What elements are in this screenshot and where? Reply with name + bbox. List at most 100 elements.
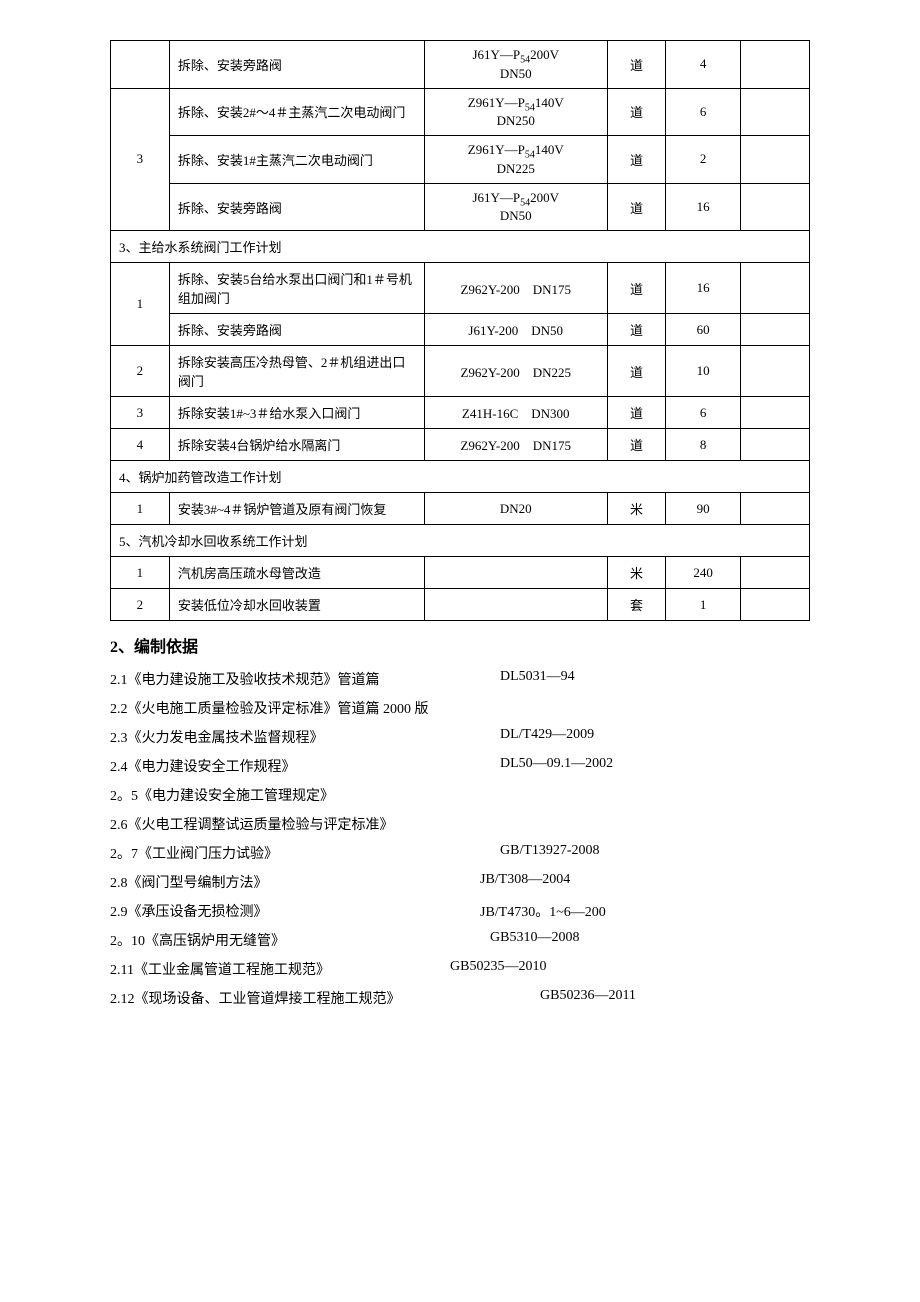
row-unit: 道 (607, 429, 666, 461)
row-qty: 6 (666, 397, 740, 429)
reference-label: 2.2《火电施工质量检验及评定标准》管道篇 2000 版 (110, 698, 500, 718)
row-desc: 安装低位冷却水回收装置 (169, 589, 424, 621)
row-index: 1 (111, 263, 170, 346)
reference-label: 2。5《电力建设安全施工管理规定》 (110, 785, 500, 805)
row-desc: 拆除、安装旁路阀 (169, 183, 424, 231)
row-unit: 套 (607, 589, 666, 621)
reference-label: 2.9《承压设备无损检测》 (110, 901, 480, 921)
reference-code: GB/T13927-2008 (500, 843, 600, 863)
row-desc: 拆除安装高压冷热母管、2＃机组进出口阀门 (169, 346, 424, 397)
row-note (740, 557, 809, 589)
row-spec: Z961Y—P54140VDN250 (424, 88, 607, 136)
row-desc: 安装3#~4＃锅炉管道及原有阀门恢复 (169, 493, 424, 525)
reference-line: 2.4《电力建设安全工作规程》DL50—09.1—2002 (110, 756, 810, 776)
row-desc: 拆除、安装1#主蒸汽二次电动阀门 (169, 136, 424, 184)
row-qty: 90 (666, 493, 740, 525)
row-unit: 道 (607, 397, 666, 429)
row-note (740, 346, 809, 397)
reference-code: GB50236—2011 (540, 988, 636, 1008)
table-row: 拆除、安装旁路阀 J61Y-200 DN50 道 60 (111, 314, 810, 346)
table-row: 4 拆除安装4台锅炉给水隔离门 Z962Y-200 DN175 道 8 (111, 429, 810, 461)
row-qty: 8 (666, 429, 740, 461)
row-unit: 道 (607, 136, 666, 184)
row-unit: 米 (607, 557, 666, 589)
row-index: 1 (111, 557, 170, 589)
reference-label: 2.6《火电工程调整试运质量检验与评定标准》 (110, 814, 500, 834)
reference-code: JB/T308—2004 (480, 872, 570, 892)
row-note (740, 41, 809, 89)
row-index: 4 (111, 429, 170, 461)
reference-label: 2。7《工业阀门压力试验》 (110, 843, 500, 863)
reference-line: 2.9《承压设备无损检测》JB/T4730。1~6—200 (110, 901, 810, 921)
work-plan-table: 拆除、安装旁路阀 J61Y—P54200VDN50 道 4 3 拆除、安装2#～… (110, 40, 810, 621)
row-desc: 拆除安装1#~3＃给水泵入口阀门 (169, 397, 424, 429)
row-note (740, 397, 809, 429)
row-note (740, 88, 809, 136)
row-qty: 4 (666, 41, 740, 89)
row-qty: 16 (666, 183, 740, 231)
row-note (740, 589, 809, 621)
table-row: 1 安装3#~4＃锅炉管道及原有阀门恢复 DN20 米 90 (111, 493, 810, 525)
row-note (740, 263, 809, 314)
table-row: 3 拆除、安装2#～4＃主蒸汽二次电动阀门 Z961Y—P54140VDN250… (111, 88, 810, 136)
row-index (111, 41, 170, 89)
row-desc: 拆除、安装旁路阀 (169, 41, 424, 89)
table-row: 拆除、安装1#主蒸汽二次电动阀门 Z961Y—P54140VDN225 道 2 (111, 136, 810, 184)
table-row: 3 拆除安装1#~3＃给水泵入口阀门 Z41H-16C DN300 道 6 (111, 397, 810, 429)
row-index: 2 (111, 346, 170, 397)
reference-line: 2。10《高压锅炉用无缝管》GB5310—2008 (110, 930, 810, 950)
section-header-row: 4、锅炉加药管改造工作计划 (111, 461, 810, 493)
table-row: 拆除、安装旁路阀 J61Y—P54200VDN50 道 16 (111, 183, 810, 231)
row-spec: J61Y-200 DN50 (424, 314, 607, 346)
row-note (740, 136, 809, 184)
reference-line: 2.6《火电工程调整试运质量检验与评定标准》 (110, 814, 810, 834)
table-row: 2 安装低位冷却水回收装置 套 1 (111, 589, 810, 621)
row-qty: 10 (666, 346, 740, 397)
reference-line: 2。7《工业阀门压力试验》GB/T13927-2008 (110, 843, 810, 863)
reference-line: 2.11《工业金属管道工程施工规范》GB50235—2010 (110, 959, 810, 979)
reference-label: 2.11《工业金属管道工程施工规范》 (110, 959, 450, 979)
row-note (740, 493, 809, 525)
section-title: 4、锅炉加药管改造工作计划 (111, 461, 810, 493)
row-desc: 拆除安装4台锅炉给水隔离门 (169, 429, 424, 461)
row-index: 3 (111, 88, 170, 231)
section-header-row: 5、汽机冷却水回收系统工作计划 (111, 525, 810, 557)
table-row: 1 拆除、安装5台给水泵出口阀门和1＃号机组加阀门 Z962Y-200 DN17… (111, 263, 810, 314)
table-row: 拆除、安装旁路阀 J61Y—P54200VDN50 道 4 (111, 41, 810, 89)
reference-label: 2.4《电力建设安全工作规程》 (110, 756, 500, 776)
row-qty: 16 (666, 263, 740, 314)
row-unit: 道 (607, 41, 666, 89)
reference-code: JB/T4730。1~6—200 (480, 901, 606, 921)
reference-line: 2。5《电力建设安全施工管理规定》 (110, 785, 810, 805)
section-header-row: 3、主给水系统阀门工作计划 (111, 231, 810, 263)
row-index: 2 (111, 589, 170, 621)
reference-label: 2.3《火力发电金属技术监督规程》 (110, 727, 500, 747)
row-note (740, 314, 809, 346)
row-unit: 道 (607, 88, 666, 136)
reference-code: DL5031—94 (500, 669, 575, 689)
reference-label: 2.12《现场设备、工业管道焊接工程施工规范》 (110, 988, 540, 1008)
reference-code: DL/T429—2009 (500, 727, 594, 747)
reference-line: 2.1《电力建设施工及验收技术规范》管道篇DL5031—94 (110, 669, 810, 689)
section-title: 3、主给水系统阀门工作计划 (111, 231, 810, 263)
section-heading: 2、编制依据 (110, 633, 810, 657)
row-index: 1 (111, 493, 170, 525)
row-index: 3 (111, 397, 170, 429)
row-spec: Z962Y-200 DN225 (424, 346, 607, 397)
reference-line: 2.2《火电施工质量检验及评定标准》管道篇 2000 版 (110, 698, 810, 718)
row-qty: 240 (666, 557, 740, 589)
table-row: 1 汽机房高压疏水母管改造 米 240 (111, 557, 810, 589)
row-desc: 汽机房高压疏水母管改造 (169, 557, 424, 589)
row-unit: 道 (607, 263, 666, 314)
row-spec: Z961Y—P54140VDN225 (424, 136, 607, 184)
row-spec: J61Y—P54200VDN50 (424, 41, 607, 89)
reference-label: 2.8《阀门型号编制方法》 (110, 872, 480, 892)
reference-line: 2.8《阀门型号编制方法》JB/T308—2004 (110, 872, 810, 892)
row-unit: 道 (607, 314, 666, 346)
row-spec (424, 557, 607, 589)
row-unit: 道 (607, 346, 666, 397)
row-qty: 6 (666, 88, 740, 136)
row-spec: Z962Y-200 DN175 (424, 263, 607, 314)
row-spec: Z962Y-200 DN175 (424, 429, 607, 461)
reference-label: 2.1《电力建设施工及验收技术规范》管道篇 (110, 669, 500, 689)
